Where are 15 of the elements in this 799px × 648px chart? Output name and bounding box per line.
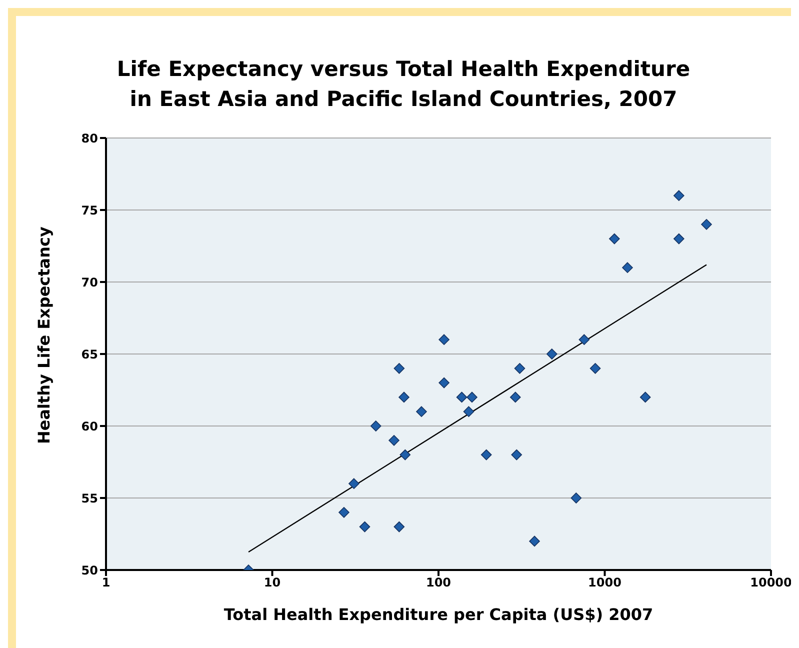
x-axis-title: Total Health Expenditure per Capita (US$) 2007 [224,605,654,624]
y-axis-title: Healthy Life Expectancy [34,226,54,444]
x-tick-label: 1 [102,576,110,590]
x-tick-label: 1000 [588,576,622,590]
y-tick-label: 55 [81,491,98,506]
x-tick-label: 100 [426,576,452,590]
chart-title: Life Expectancy versus Total Health Expenditure in East Asia and Pacific Island Countries, 2007 [116,56,692,113]
x-tick-label: 10000 [750,576,792,590]
y-tick-label: 50 [81,563,98,578]
y-tick-label: 70 [81,275,98,290]
y-tick-label: 75 [81,203,98,218]
y-tick-label: 65 [81,347,98,362]
y-tick-label: 60 [81,419,98,434]
x-tick-label: 10 [264,576,281,590]
y-tick-label: 80 [81,131,98,146]
